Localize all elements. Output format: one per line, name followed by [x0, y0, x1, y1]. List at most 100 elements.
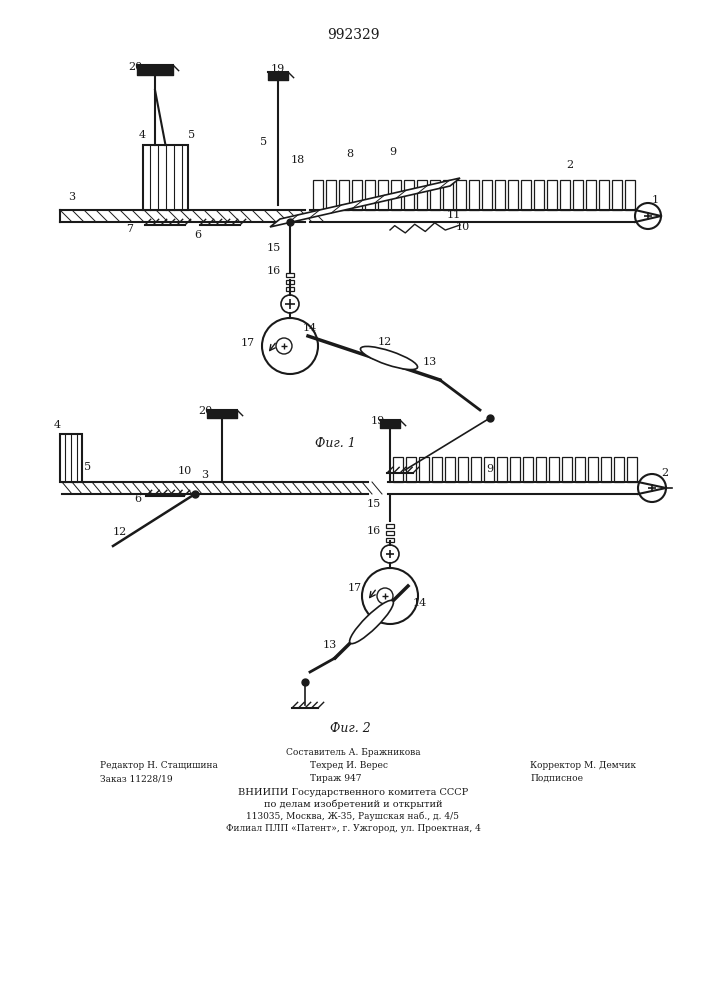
Bar [432, 457, 442, 482]
Text: 20: 20 [128, 62, 142, 72]
Polygon shape [270, 178, 460, 227]
Text: 9: 9 [486, 464, 493, 474]
Bar [469, 180, 479, 210]
Bar [523, 457, 533, 482]
Text: 6: 6 [134, 494, 141, 504]
Text: 3: 3 [69, 192, 76, 202]
Bar [417, 180, 427, 210]
Text: 5: 5 [260, 137, 267, 147]
Bar [599, 180, 609, 210]
Text: 8: 8 [346, 149, 354, 159]
Bar [286, 287, 294, 291]
Bar [625, 180, 635, 210]
Text: Тираж 947: Тираж 947 [310, 774, 361, 783]
Bar [510, 457, 520, 482]
Text: 12: 12 [378, 337, 392, 347]
Bar [495, 180, 505, 210]
Text: 10: 10 [456, 222, 470, 232]
Bar [575, 457, 585, 482]
Bar [534, 180, 544, 210]
Text: Филиал ПЛП «Патент», г. Ужгород, ул. Проектная, 4: Филиал ПЛП «Патент», г. Ужгород, ул. Про… [226, 824, 481, 833]
Bar [406, 457, 416, 482]
Text: 17: 17 [348, 583, 362, 593]
Text: 2: 2 [566, 160, 573, 170]
Bar [339, 180, 349, 210]
Text: ВНИИПИ Государственного комитета СССР: ВНИИПИ Государственного комитета СССР [238, 788, 468, 797]
Text: Подписное: Подписное [530, 774, 583, 783]
Text: 15: 15 [267, 243, 281, 253]
Text: 5: 5 [189, 130, 196, 140]
Text: 113035, Москва, Ж-35, Раушская наб., д. 4/5: 113035, Москва, Ж-35, Раушская наб., д. … [247, 812, 460, 821]
Bar [547, 180, 557, 210]
Bar [378, 180, 388, 210]
Text: 2: 2 [662, 468, 669, 478]
Text: 9: 9 [390, 147, 397, 157]
Bar [393, 457, 403, 482]
Bar [352, 180, 362, 210]
Bar [484, 457, 494, 482]
Text: 11: 11 [447, 210, 461, 220]
Bar [521, 180, 531, 210]
Text: 15: 15 [367, 499, 381, 509]
Bar [326, 180, 336, 210]
Bar [573, 180, 583, 210]
Text: Техред И. Верес: Техред И. Верес [310, 761, 388, 770]
Text: 14: 14 [303, 323, 317, 333]
Bar [612, 180, 622, 210]
Text: 17: 17 [241, 338, 255, 348]
Bar [549, 457, 559, 482]
Text: 19: 19 [271, 64, 285, 74]
Text: 7: 7 [127, 224, 134, 234]
Text: Фиг. 2: Фиг. 2 [329, 722, 370, 735]
Text: 13: 13 [323, 640, 337, 650]
Text: 3: 3 [201, 470, 209, 480]
Bar [482, 180, 492, 210]
Text: 10: 10 [178, 466, 192, 476]
Bar [560, 180, 570, 210]
Bar [458, 457, 468, 482]
Ellipse shape [349, 600, 393, 644]
Text: 16: 16 [367, 526, 381, 536]
Bar [286, 273, 294, 277]
Circle shape [362, 568, 418, 624]
Text: 1: 1 [651, 195, 658, 205]
Text: Заказ 11228/19: Заказ 11228/19 [100, 774, 173, 783]
Text: 13: 13 [423, 357, 437, 367]
Bar [430, 180, 440, 210]
Bar [365, 180, 375, 210]
Bar [588, 457, 598, 482]
Bar [562, 457, 572, 482]
Bar [471, 457, 481, 482]
Text: Составитель А. Бражникова: Составитель А. Бражникова [286, 748, 421, 757]
Bar [419, 457, 429, 482]
Bar [497, 457, 507, 482]
Text: Корректор М. Демчик: Корректор М. Демчик [530, 761, 636, 770]
Text: 6: 6 [194, 230, 201, 240]
Text: Редактор Н. Стащишина: Редактор Н. Стащишина [100, 761, 218, 770]
Text: 20: 20 [198, 406, 212, 416]
Text: 14: 14 [413, 598, 427, 608]
Text: по делам изобретений и открытий: по делам изобретений и открытий [264, 800, 443, 809]
Bar [536, 457, 546, 482]
Bar [313, 180, 323, 210]
Bar [443, 180, 453, 210]
Bar [601, 457, 611, 482]
Text: 4: 4 [139, 130, 146, 140]
Bar [386, 538, 394, 542]
Bar [60, 434, 82, 482]
Bar [143, 145, 188, 210]
Text: 992329: 992329 [327, 28, 379, 42]
Bar [627, 457, 637, 482]
Bar [286, 280, 294, 284]
Text: 16: 16 [267, 266, 281, 276]
Bar [404, 180, 414, 210]
Text: 4: 4 [54, 420, 61, 430]
Bar [386, 524, 394, 528]
Text: Фиг. 1: Фиг. 1 [315, 437, 356, 450]
Bar [456, 180, 466, 210]
Bar [586, 180, 596, 210]
Bar [391, 180, 401, 210]
Bar [386, 531, 394, 535]
Bar [508, 180, 518, 210]
Text: 19: 19 [371, 416, 385, 426]
